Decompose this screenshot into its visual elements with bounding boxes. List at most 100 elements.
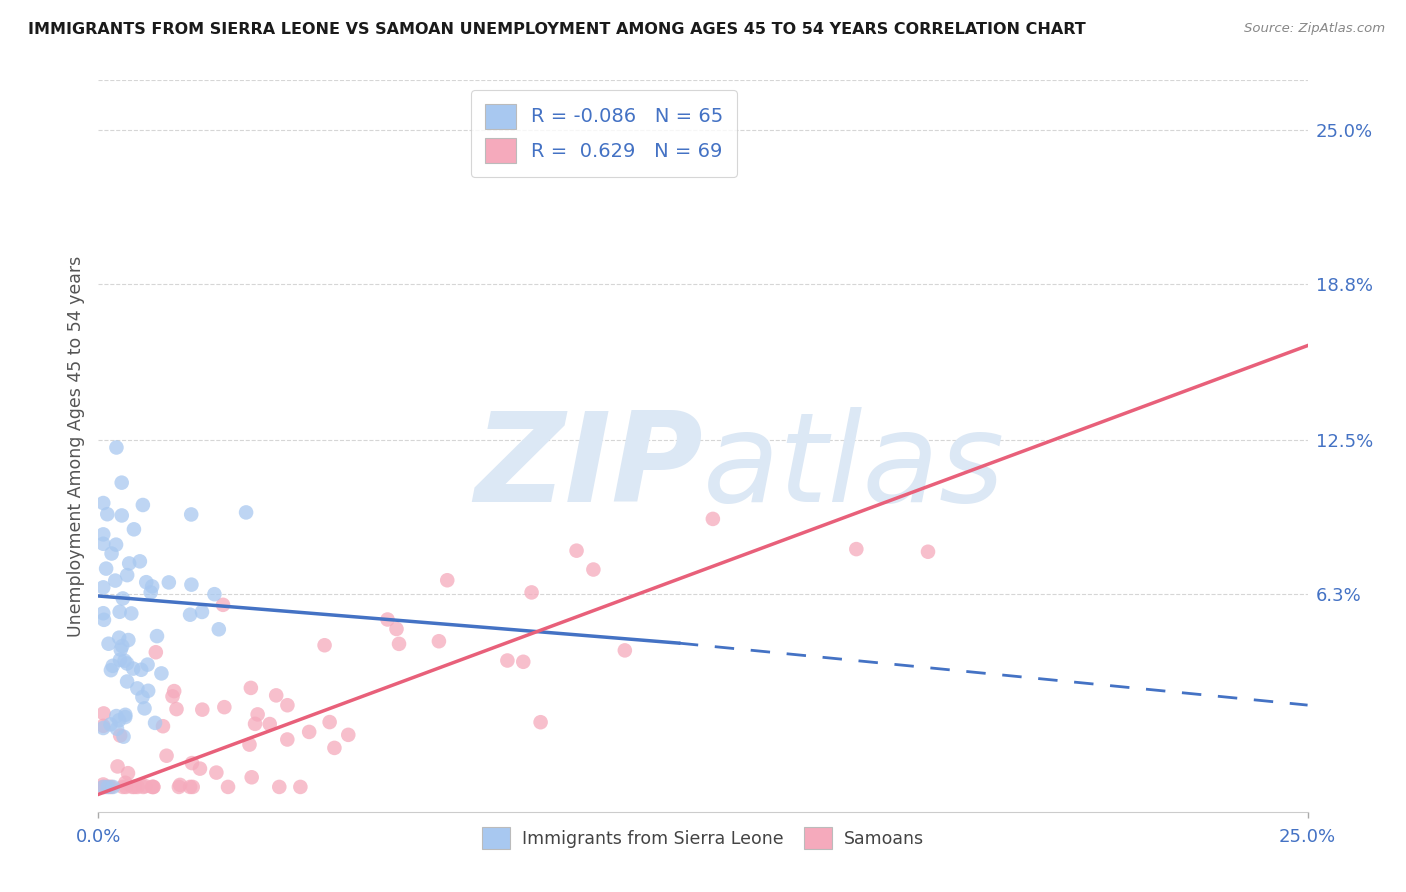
Text: ZIP: ZIP bbox=[474, 408, 703, 528]
Point bbox=[120, 607, 142, 621]
Point bbox=[239, 681, 262, 695]
Point bbox=[105, 722, 128, 736]
Point bbox=[121, 780, 143, 794]
Point bbox=[337, 728, 360, 742]
Point bbox=[181, 780, 204, 794]
Point bbox=[582, 562, 605, 576]
Y-axis label: Unemployment Among Ages 45 to 54 years: Unemployment Among Ages 45 to 54 years bbox=[66, 255, 84, 637]
Point bbox=[134, 779, 156, 793]
Legend: Immigrants from Sierra Leone, Samoans: Immigrants from Sierra Leone, Samoans bbox=[472, 818, 934, 858]
Point bbox=[427, 634, 450, 648]
Point bbox=[108, 631, 131, 645]
Point bbox=[111, 780, 134, 794]
Point bbox=[134, 701, 156, 715]
Point bbox=[136, 657, 159, 672]
Point bbox=[91, 527, 114, 541]
Point bbox=[117, 766, 139, 780]
Point bbox=[108, 605, 131, 619]
Point bbox=[276, 698, 298, 713]
Point bbox=[565, 543, 588, 558]
Point bbox=[118, 557, 141, 571]
Point bbox=[98, 780, 121, 794]
Point bbox=[845, 542, 868, 557]
Point bbox=[127, 780, 149, 794]
Point bbox=[93, 706, 115, 721]
Point bbox=[105, 709, 128, 723]
Point bbox=[105, 441, 128, 455]
Point bbox=[212, 598, 235, 612]
Point bbox=[529, 715, 551, 730]
Point bbox=[323, 740, 346, 755]
Point bbox=[136, 683, 159, 698]
Point bbox=[512, 655, 534, 669]
Point bbox=[142, 780, 165, 794]
Point bbox=[318, 715, 340, 730]
Point bbox=[290, 780, 312, 794]
Text: Source: ZipAtlas.com: Source: ZipAtlas.com bbox=[1244, 22, 1385, 36]
Point bbox=[157, 575, 180, 590]
Point bbox=[191, 605, 214, 619]
Point bbox=[117, 633, 139, 648]
Point bbox=[314, 638, 336, 652]
Point bbox=[112, 730, 135, 744]
Point bbox=[167, 780, 190, 794]
Point bbox=[217, 780, 239, 794]
Point bbox=[152, 719, 174, 733]
Point bbox=[115, 674, 138, 689]
Point bbox=[108, 714, 131, 728]
Point bbox=[101, 658, 124, 673]
Text: atlas: atlas bbox=[703, 408, 1005, 528]
Point bbox=[132, 498, 155, 512]
Point bbox=[93, 613, 115, 627]
Point bbox=[238, 738, 260, 752]
Point bbox=[259, 717, 281, 731]
Point bbox=[142, 780, 165, 794]
Point bbox=[91, 777, 114, 791]
Point bbox=[128, 554, 150, 568]
Point bbox=[114, 776, 136, 790]
Point bbox=[205, 765, 228, 780]
Point bbox=[264, 689, 287, 703]
Point bbox=[94, 780, 117, 794]
Point bbox=[124, 780, 146, 794]
Point bbox=[101, 780, 124, 794]
Point bbox=[131, 690, 153, 704]
Point bbox=[111, 475, 134, 490]
Point bbox=[917, 545, 939, 559]
Point bbox=[105, 538, 128, 552]
Point bbox=[520, 585, 543, 599]
Point bbox=[146, 629, 169, 643]
Point bbox=[169, 778, 191, 792]
Text: IMMIGRANTS FROM SIERRA LEONE VS SAMOAN UNEMPLOYMENT AMONG AGES 45 TO 54 YEARS CO: IMMIGRANTS FROM SIERRA LEONE VS SAMOAN U… bbox=[28, 22, 1085, 37]
Point bbox=[166, 702, 188, 716]
Point bbox=[208, 622, 231, 636]
Point bbox=[91, 780, 114, 794]
Point bbox=[115, 568, 138, 582]
Point bbox=[385, 622, 408, 636]
Point bbox=[181, 756, 204, 770]
Point bbox=[91, 721, 114, 735]
Point bbox=[129, 663, 152, 677]
Point bbox=[100, 547, 122, 561]
Point bbox=[108, 729, 131, 743]
Point bbox=[111, 508, 134, 523]
Point bbox=[108, 653, 131, 667]
Point bbox=[111, 639, 134, 653]
Point bbox=[269, 780, 291, 794]
Point bbox=[91, 780, 114, 794]
Point bbox=[240, 770, 263, 784]
Point bbox=[107, 759, 129, 773]
Point bbox=[163, 684, 186, 698]
Point bbox=[188, 762, 211, 776]
Point bbox=[115, 657, 138, 671]
Point bbox=[246, 707, 269, 722]
Point bbox=[180, 508, 202, 522]
Point bbox=[135, 575, 157, 590]
Point bbox=[377, 613, 399, 627]
Point bbox=[91, 580, 114, 594]
Point bbox=[243, 716, 266, 731]
Point bbox=[214, 700, 236, 714]
Point bbox=[155, 748, 177, 763]
Point bbox=[97, 637, 120, 651]
Point bbox=[141, 579, 163, 593]
